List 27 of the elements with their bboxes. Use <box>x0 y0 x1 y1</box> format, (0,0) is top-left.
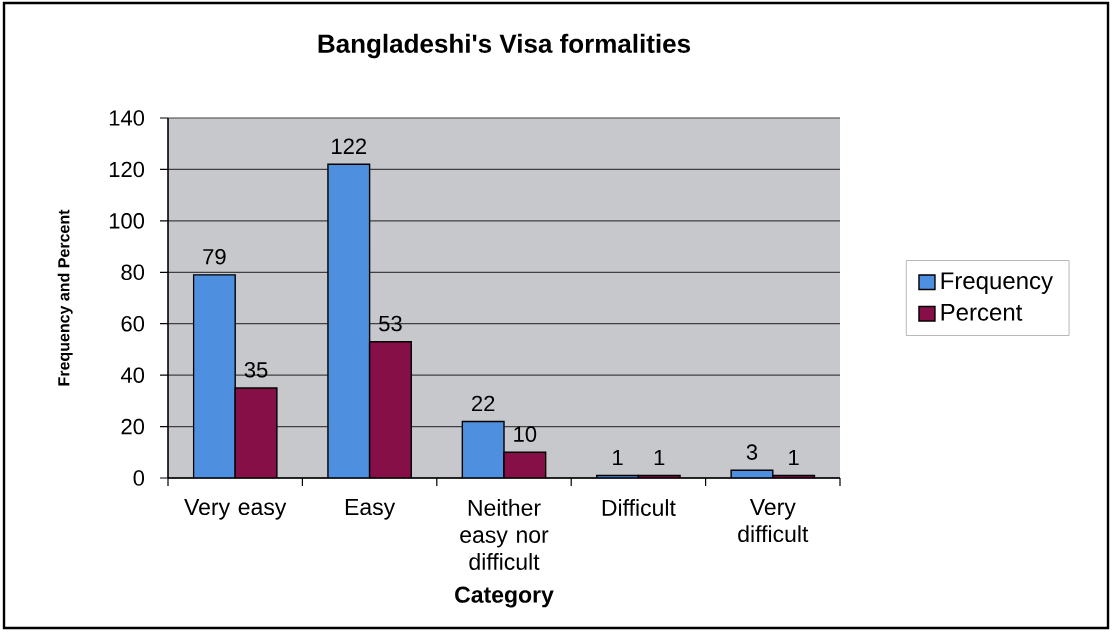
y-axis-title: Frequency and Percent <box>57 209 73 386</box>
chart-title: Bangladeshi's Visa formalities <box>318 33 691 59</box>
data-label: 122 <box>332 138 367 154</box>
data-label: 3 <box>746 444 758 460</box>
y-tick-label: 120 <box>109 161 145 178</box>
y-tick-label: 140 <box>109 110 145 126</box>
y-tick-label: 80 <box>121 264 145 281</box>
x-tick-label: Difficult <box>602 499 676 516</box>
y-tick-label: 60 <box>121 315 145 332</box>
y-tick-label: 0 <box>133 470 145 486</box>
x-axis-title: Category <box>455 586 554 608</box>
y-tick-label: 100 <box>109 213 145 229</box>
x-tick-label: Very easy <box>184 499 287 520</box>
data-label: 22 <box>472 395 495 412</box>
x-tick-label: Easy <box>345 499 396 520</box>
data-label: 35 <box>244 362 268 378</box>
legend-label: Percent <box>941 304 1023 321</box>
legend-label: Frequency <box>941 272 1053 294</box>
data-label: 1 <box>613 449 623 466</box>
x-tick-label: Neither easy nor difficult <box>460 499 549 570</box>
x-tick-label: Very difficult <box>738 499 809 543</box>
data-label: 1 <box>789 449 799 466</box>
y-tick-label: 40 <box>120 367 145 383</box>
data-label: 79 <box>203 248 226 265</box>
data-label: 1 <box>654 449 665 466</box>
y-tick-label: 20 <box>121 418 145 435</box>
data-label: 10 <box>514 426 537 442</box>
